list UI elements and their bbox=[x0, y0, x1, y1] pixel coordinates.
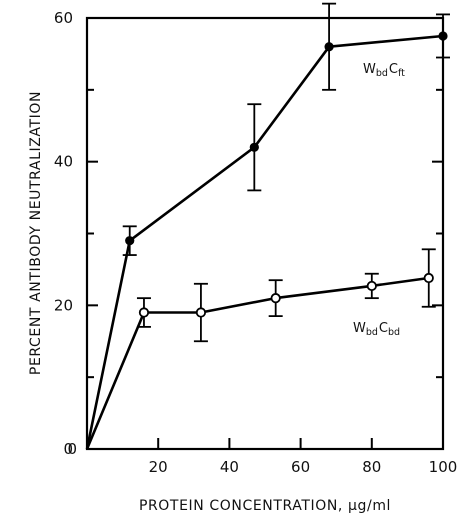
series-WbdCbd: WbdCbd bbox=[85, 248, 436, 450]
x-tick-label: 100 bbox=[429, 458, 458, 476]
data-point bbox=[125, 236, 135, 246]
data-point bbox=[324, 42, 334, 52]
series-label: WbdCft bbox=[363, 62, 405, 79]
data-point bbox=[423, 272, 434, 284]
data-point bbox=[366, 280, 377, 292]
x-tick-label: 40 bbox=[220, 458, 239, 476]
series-line bbox=[85, 276, 429, 450]
series-label-sub: bd bbox=[376, 68, 388, 79]
y-tick-label: 40 bbox=[54, 153, 73, 171]
data-point bbox=[138, 307, 150, 318]
series-label-sub: bd bbox=[366, 327, 378, 338]
series-WbdCft: WbdCft bbox=[85, 2, 450, 450]
series-label-main: C bbox=[379, 321, 388, 336]
data-point bbox=[249, 142, 259, 152]
series-label-main: C bbox=[389, 62, 398, 77]
x-tick-label: 60 bbox=[291, 458, 310, 476]
y-axis-title: PERCENT ANTIBODY NEUTRALIZATION bbox=[28, 91, 44, 375]
x-tick-label: 20 bbox=[149, 458, 168, 476]
series-label: WbdCbd bbox=[353, 321, 400, 338]
series-label-main: W bbox=[363, 62, 376, 77]
y-tick-label: 0 bbox=[63, 440, 73, 458]
series-label-sub: ft bbox=[398, 68, 405, 79]
chart-ticks: 0 20 40 60 20 40 60 80 100 0 bbox=[54, 9, 457, 476]
x-axis-title: PROTEIN CONCENTRATION, µg/ml bbox=[139, 498, 391, 514]
data-point bbox=[438, 31, 448, 41]
data-point bbox=[195, 307, 207, 318]
y-tick-label: 60 bbox=[54, 9, 73, 27]
x-tick-label: 80 bbox=[362, 458, 381, 476]
y-tick-label: 20 bbox=[54, 296, 73, 314]
origin-tick-label: 0 bbox=[67, 440, 77, 458]
series-label-sub: bd bbox=[388, 327, 400, 338]
series-line bbox=[85, 34, 444, 450]
series-label-main: W bbox=[353, 321, 366, 336]
data-point bbox=[270, 293, 281, 304]
